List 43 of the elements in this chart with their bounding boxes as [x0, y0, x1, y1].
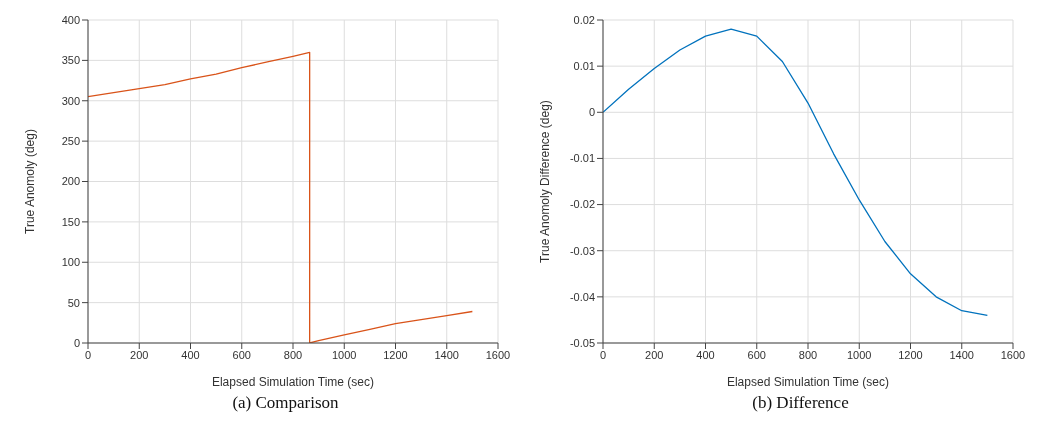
- x-tick-label: 1400: [949, 348, 974, 361]
- y-tick-label: 0.02: [573, 13, 595, 26]
- x-tick-label: 400: [696, 348, 715, 361]
- y-tick-label: 250: [61, 135, 80, 148]
- x-tick-label: 800: [283, 348, 303, 361]
- x-tick-label: 1200: [898, 348, 923, 361]
- y-axis-title: True Anomoly (deg): [23, 129, 38, 234]
- y-tick-label: 300: [61, 94, 80, 107]
- y-axis-title: True Anomoly Difference (deg): [538, 100, 553, 263]
- y-tick-label: 150: [61, 215, 80, 228]
- text: (b) Difference: [751, 393, 850, 413]
- line-series: [88, 51, 474, 343]
- x-tick-label: 0: [84, 348, 92, 361]
- x-axis-title: Elapsed Simulation Time (sec): [211, 375, 375, 389]
- y-tick-label: 0: [73, 336, 80, 349]
- x-tick-label: 200: [130, 348, 149, 361]
- y-tick-label: 200: [61, 175, 80, 188]
- y-tick-label: -0.03: [569, 244, 595, 257]
- y-tick-label: 0.01: [573, 60, 595, 73]
- x-tick-label: 400: [181, 348, 200, 361]
- x-tick-label: 600: [232, 348, 251, 361]
- x-tick-label: 1000: [332, 348, 357, 361]
- x-tick-label: 600: [747, 348, 766, 361]
- x-tick-label: 1600: [485, 348, 511, 361]
- y-tick-label: -0.02: [569, 198, 595, 211]
- x-tick-label: 0: [599, 348, 607, 361]
- x-tick-label: 1600: [1000, 348, 1026, 361]
- line-series: [603, 28, 989, 316]
- x-tick-label: 200: [645, 348, 664, 361]
- x-tick-label: 1200: [383, 348, 408, 361]
- x-axis-title: Elapsed Simulation Time (sec): [726, 375, 890, 389]
- y-tick-label: 50: [67, 296, 80, 309]
- y-tick-label: 100: [61, 256, 80, 269]
- x-tick-label: 1000: [847, 348, 872, 361]
- x-tick-label: 1400: [434, 348, 459, 361]
- y-tick-label: -0.01: [569, 152, 595, 165]
- text: (a) Comparison: [231, 393, 340, 413]
- y-tick-label: 350: [61, 54, 80, 67]
- y-tick-label: -0.04: [569, 290, 595, 303]
- x-tick-label: 800: [798, 348, 818, 361]
- y-tick-label: -0.05: [569, 336, 595, 349]
- y-tick-label: 400: [61, 13, 80, 26]
- y-tick-label: 0: [588, 106, 595, 119]
